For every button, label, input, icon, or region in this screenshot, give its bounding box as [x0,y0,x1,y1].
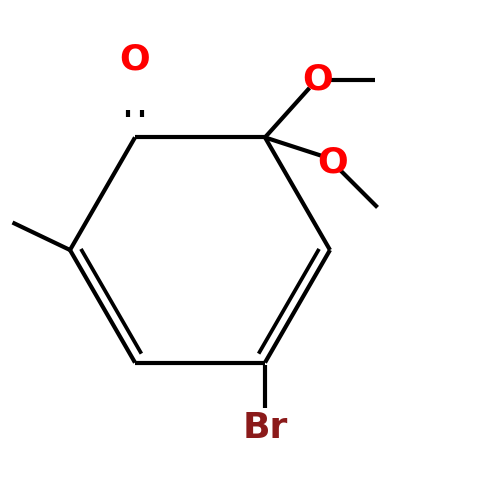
Text: O: O [120,43,150,77]
Text: O: O [317,146,348,180]
Text: O: O [302,63,333,97]
Text: Br: Br [242,410,288,444]
